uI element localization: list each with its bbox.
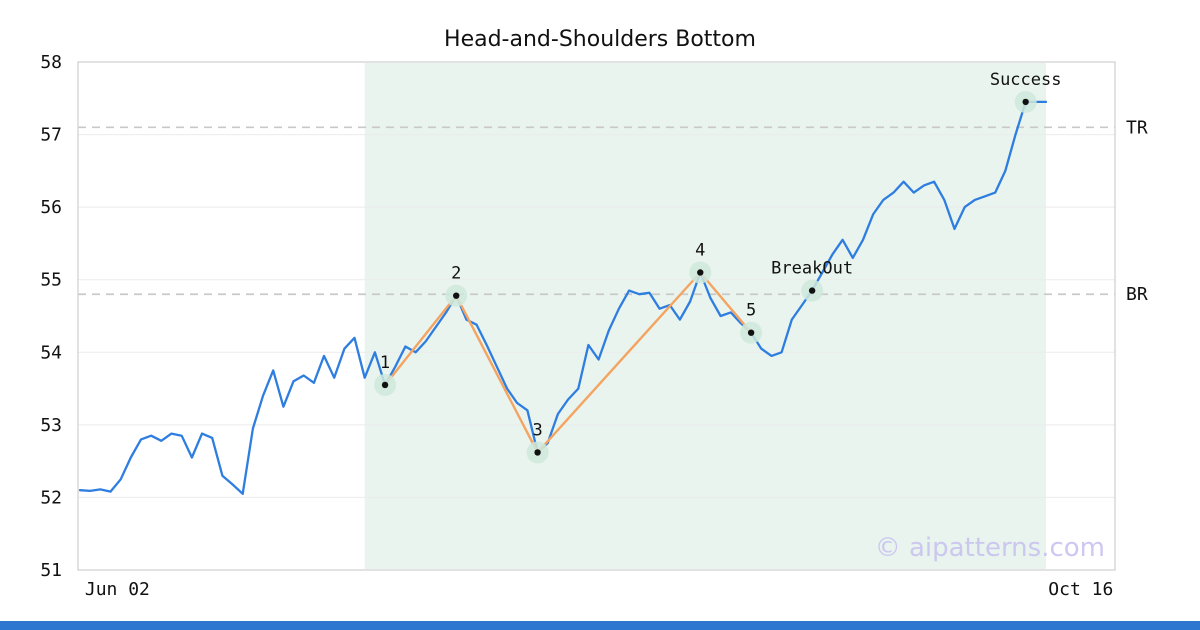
marker-dot-1 xyxy=(381,381,389,389)
y-tick-53: 53 xyxy=(40,415,62,436)
chart-title: Head-and-Shoulders Bottom xyxy=(444,27,756,52)
marker-dot-5 xyxy=(747,329,755,336)
marker-dot-success xyxy=(1022,98,1029,106)
x-tick-0: Jun 02 xyxy=(85,579,150,600)
marker-label-4: 4 xyxy=(695,240,705,260)
marker-dot-4 xyxy=(697,269,704,276)
marker-dot-breakout xyxy=(808,287,816,294)
plot-border xyxy=(77,61,1116,571)
marker-label-breakout: BreakOut xyxy=(771,259,853,279)
y-tick-54: 54 xyxy=(40,342,62,363)
marker-label-2: 2 xyxy=(451,264,461,284)
chart-generated-layer: TR BR 1 2 3 4 5 BreakOut Success 58 57 56 55 54 53 52 51… xyxy=(40,52,1148,600)
marker-label-1: 1 xyxy=(380,353,390,373)
y-tick-55: 55 xyxy=(40,270,62,291)
pattern-region-shade xyxy=(364,63,1046,569)
price-line xyxy=(78,100,1048,495)
y-tick-56: 56 xyxy=(40,197,62,218)
marker-label-success: Success xyxy=(990,70,1062,90)
threshold-label-tr: TR xyxy=(1126,117,1148,138)
marker-label-3: 3 xyxy=(532,420,542,440)
y-tick-52: 52 xyxy=(40,487,62,508)
watermark: © aipatterns.com xyxy=(875,533,1105,563)
marker-label-5: 5 xyxy=(746,301,756,321)
y-tick-58: 58 xyxy=(40,52,62,73)
y-tick-51: 51 xyxy=(40,560,62,581)
marker-dot-3 xyxy=(534,449,541,456)
y-tick-57: 57 xyxy=(40,125,62,146)
threshold-label-br: BR xyxy=(1126,284,1148,305)
marker-dot-2 xyxy=(453,292,460,299)
footer-accent-bar xyxy=(0,621,1200,630)
x-tick-1: Oct 16 xyxy=(1048,579,1113,600)
